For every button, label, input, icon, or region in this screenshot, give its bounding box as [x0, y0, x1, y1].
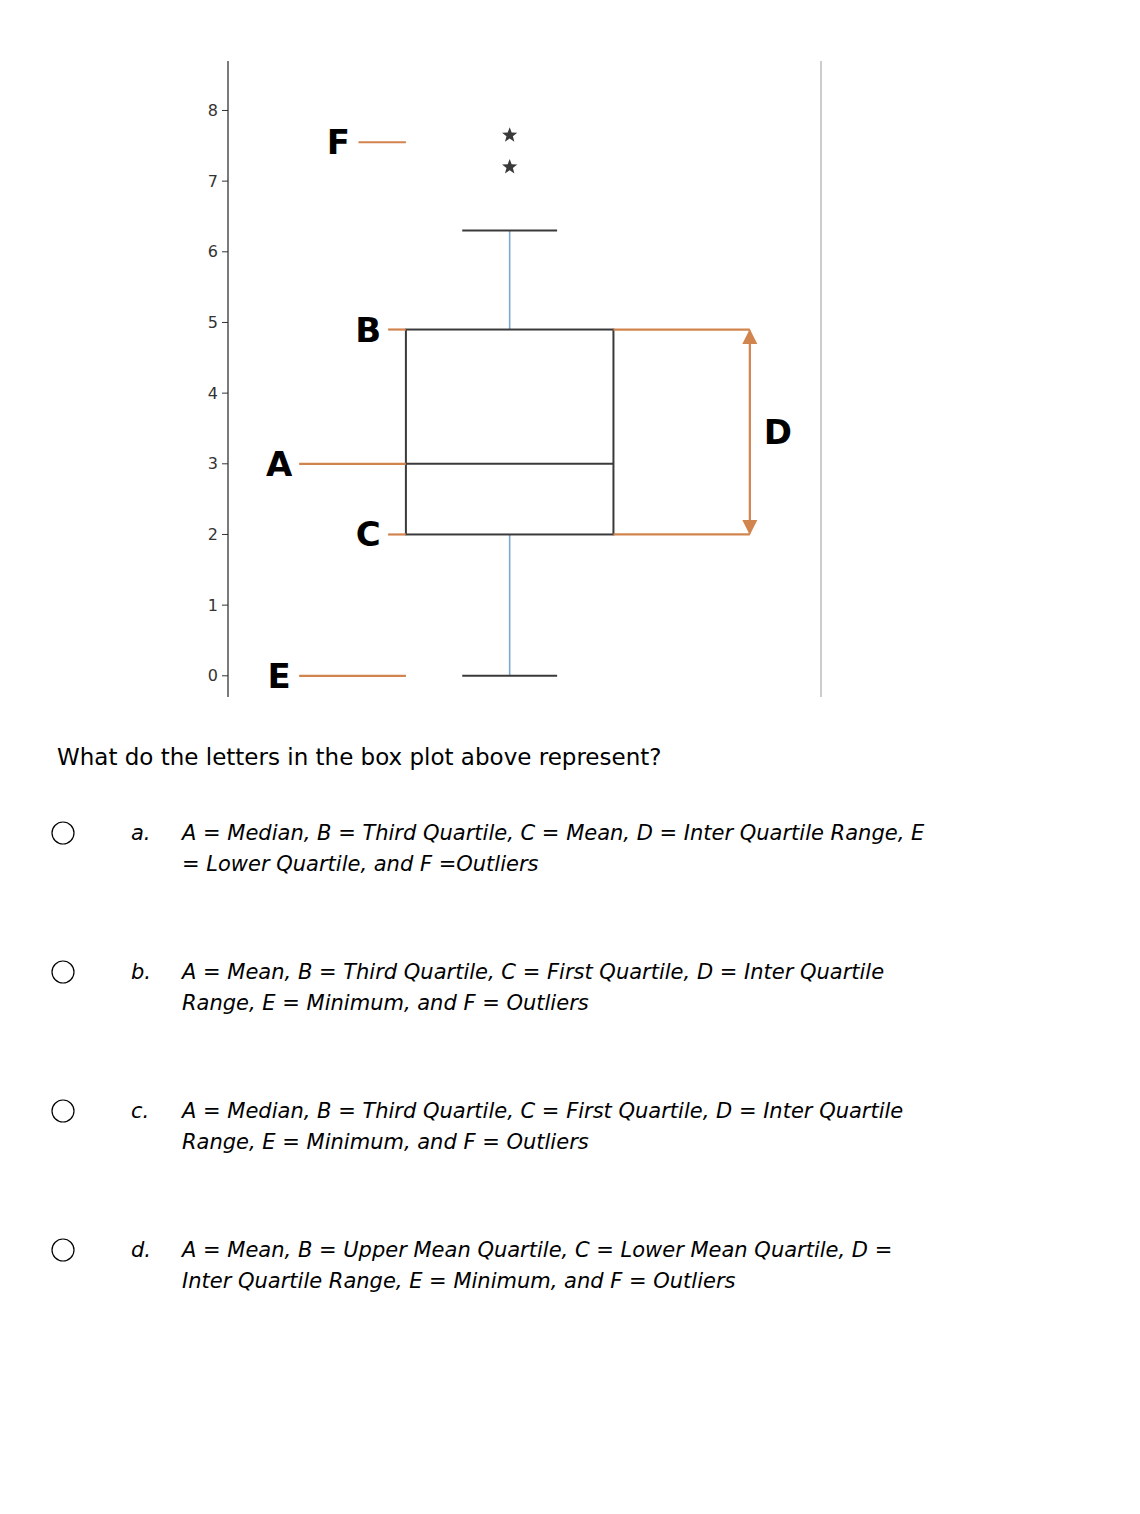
- outlier: [502, 159, 517, 173]
- y-tick-label: 6: [208, 242, 218, 261]
- y-tick-label: 7: [208, 172, 218, 191]
- annotation-label: D: [764, 412, 792, 452]
- option-radio[interactable]: [52, 1239, 74, 1261]
- option-letter: b.: [131, 960, 151, 984]
- y-tick-label: 4: [208, 384, 218, 403]
- y-tick: [222, 251, 228, 252]
- y-tick-label: 3: [208, 454, 218, 473]
- option-radio[interactable]: [52, 961, 74, 983]
- annotation-label: E: [268, 656, 291, 696]
- box: [406, 330, 614, 535]
- option-text-line: = Lower Quartile, and F =Outliers: [182, 852, 539, 876]
- annotation-line: [299, 675, 406, 677]
- option-text-line: A = Mean, B = Third Quartile, C = First …: [180, 960, 884, 984]
- option-radio[interactable]: [52, 822, 74, 844]
- y-tick-label: 8: [208, 101, 218, 120]
- chart: 0 1 2 3 4 5 6 7 8 F B A C E D What do the letters in th…: [0, 0, 1140, 1514]
- annotation-line: [613, 533, 749, 535]
- whisker-cap-high: [462, 230, 557, 232]
- box-plot: [406, 127, 614, 676]
- annotation-line: [299, 463, 406, 465]
- y-tick: [222, 534, 228, 535]
- option-text-line: A = Mean, B = Upper Mean Quartile, C = L…: [180, 1238, 892, 1262]
- y-tick: [222, 605, 228, 606]
- annotation-line: [358, 141, 405, 143]
- y-tick: [222, 393, 228, 394]
- option-text-line: Range, E = Minimum, and F = Outliers: [182, 991, 589, 1015]
- annotation-line: [388, 533, 406, 535]
- option-letter: c.: [131, 1099, 149, 1123]
- annotation-line: [388, 328, 406, 330]
- y-tick: [222, 110, 228, 111]
- option-text: A = Mean, B = Upper Mean Quartile, C = L…: [180, 1238, 892, 1293]
- y-tick-label: 1: [208, 596, 218, 615]
- y-tick-label: 5: [208, 313, 218, 332]
- plot-frame-right: [821, 61, 822, 697]
- option-text-line: Range, E = Minimum, and F = Outliers: [182, 1130, 589, 1154]
- option-text-line: A = Median, B = Third Quartile, C = Mean…: [180, 821, 925, 845]
- option-letter: a.: [131, 821, 151, 845]
- option-text-line: A = Median, B = Third Quartile, C = Firs…: [180, 1099, 903, 1123]
- whisker-cap-low: [462, 675, 557, 677]
- option-radio[interactable]: [52, 1100, 74, 1122]
- annotation-label: A: [266, 444, 293, 484]
- y-tick: [222, 463, 228, 464]
- annotation-arrow: [749, 331, 751, 534]
- option-letter: d.: [131, 1238, 151, 1262]
- option-text: A = Median, B = Third Quartile, C = Mean…: [180, 821, 925, 876]
- y-tick: [222, 675, 228, 676]
- annotation-label: B: [355, 310, 381, 350]
- annotation-line: [613, 328, 749, 330]
- y-axis-line: [227, 61, 228, 697]
- annotations: F B A C E D: [266, 122, 792, 696]
- option-text-line: Inter Quartile Range, E = Minimum, and F…: [182, 1269, 736, 1293]
- median-line: [406, 463, 614, 465]
- y-tick: [222, 322, 228, 323]
- option-text: A = Median, B = Third Quartile, C = Firs…: [180, 1099, 903, 1154]
- outlier: [502, 127, 517, 141]
- y-tick-label: 0: [208, 666, 218, 685]
- annotation-label: C: [356, 514, 381, 554]
- option-text: A = Mean, B = Third Quartile, C = First …: [180, 960, 884, 1015]
- question: What do the letters in the box plot abov…: [57, 744, 661, 770]
- y-tick: [222, 181, 228, 182]
- y-tick-label: 2: [208, 525, 218, 544]
- annotation-label: F: [327, 122, 350, 162]
